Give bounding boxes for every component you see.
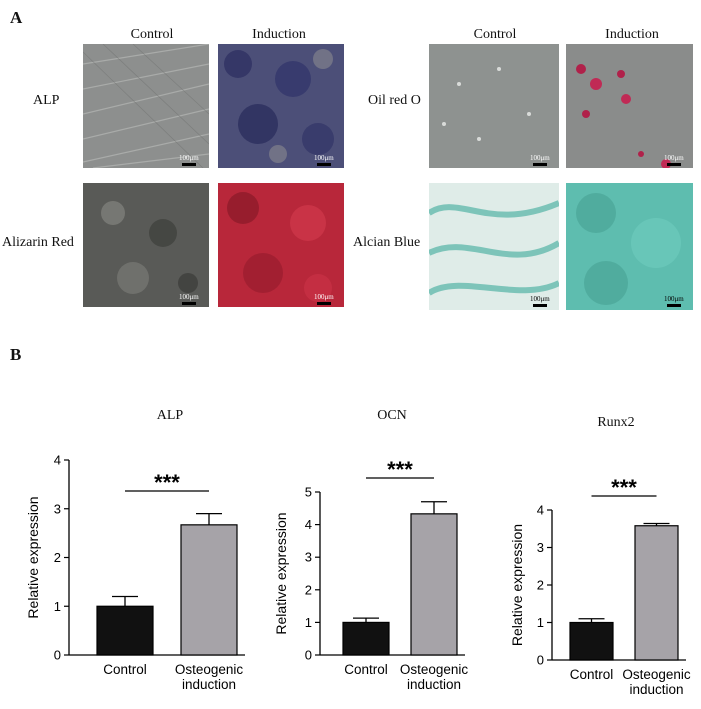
x-label-osteogenic-induction: Osteogenic induction — [622, 667, 691, 697]
y-tick-label: 2 — [537, 578, 544, 593]
scale-bar-oil-red-control: 100μm — [530, 154, 550, 166]
y-tick-label: 2 — [305, 582, 312, 597]
y-tick-label: 1 — [305, 615, 312, 630]
panel-b-letter: B — [10, 345, 22, 364]
significance-stars: *** — [154, 470, 180, 495]
y-tick-label: 0 — [537, 653, 544, 668]
y-tick-label: 1 — [54, 599, 61, 614]
significance-stars: *** — [387, 457, 413, 482]
bar-control — [569, 621, 614, 661]
x-label-control: Control — [570, 667, 614, 682]
left-col-control-header: Control — [130, 27, 174, 42]
y-tick-label: 0 — [305, 648, 312, 663]
y-tick-label: 3 — [54, 501, 61, 516]
right-col-control-header: Control — [473, 27, 517, 42]
y-axis-label: Relative expression — [509, 524, 525, 646]
bar-control — [342, 621, 390, 656]
alizarin-induction-micrograph — [218, 183, 344, 307]
row-label-alp: ALP — [33, 93, 60, 108]
scale-bar-alizarin-induction: 100μm — [314, 293, 334, 305]
alizarin-control-micrograph — [83, 183, 209, 307]
x-label-control: Control — [103, 662, 147, 677]
left-col-induction-header: Induction — [252, 27, 306, 42]
scale-bar-oil-red-induction: 100μm — [664, 154, 684, 166]
x-label-osteogenic-induction: Osteogenic induction — [175, 662, 244, 692]
right-col-induction-header: Induction — [605, 27, 659, 42]
row-label-oil-red-o: Oil red O — [368, 93, 421, 108]
bar-osteogenic-induction — [634, 525, 679, 661]
scale-bar-alcian-control: 100μm — [530, 295, 550, 307]
y-tick-label: 4 — [537, 503, 544, 518]
alp-control-micrograph — [83, 44, 209, 168]
bar-osteogenic-induction — [180, 524, 238, 656]
alp-induction-micrograph — [218, 44, 344, 168]
scale-bar-alp-control: 100μm — [179, 154, 199, 166]
panel-a-letter: A — [10, 8, 23, 27]
y-axis-label: Relative expression — [25, 496, 41, 618]
alcian-induction-micrograph — [566, 183, 693, 310]
oil-red-control-micrograph — [429, 44, 559, 168]
y-tick-label: 4 — [54, 453, 61, 468]
chart-title-alp: ALP — [156, 408, 184, 423]
significance-stars: *** — [611, 475, 637, 500]
y-tick-label: 2 — [54, 550, 61, 565]
y-tick-label: 4 — [305, 517, 312, 532]
bar-control — [96, 605, 154, 656]
chart-title-runx2: Runx2 — [597, 415, 635, 430]
alcian-control-micrograph — [429, 183, 559, 310]
scale-bar-alp-induction: 100μm — [314, 154, 334, 166]
y-tick-label: 0 — [54, 648, 61, 663]
row-label-alizarin-red: Alizarin Red — [2, 235, 74, 250]
oil-red-induction-micrograph — [566, 44, 693, 168]
x-label-osteogenic-induction: Osteogenic induction — [400, 662, 469, 692]
row-label-alcian-blue: Alcian Blue — [353, 235, 421, 250]
scale-bar-alizarin-control: 100μm — [179, 293, 199, 305]
y-tick-label: 1 — [537, 615, 544, 630]
y-axis-label: Relative expression — [273, 512, 289, 634]
y-tick-label: 3 — [305, 550, 312, 565]
y-tick-label: 5 — [305, 485, 312, 500]
chart-title-ocn: OCN — [377, 408, 407, 423]
scale-bar-alcian-induction: 100μm — [664, 295, 684, 307]
x-label-control: Control — [344, 662, 388, 677]
y-tick-label: 3 — [537, 540, 544, 555]
